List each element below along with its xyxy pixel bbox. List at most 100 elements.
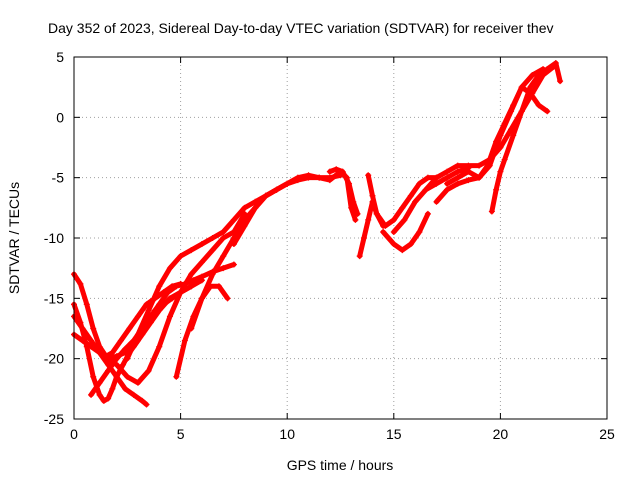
axis-ticks: 0 5 10 15 20 25 -25 -20 -15 -10 -5 0 5 bbox=[44, 49, 615, 442]
y-tick-label: 5 bbox=[56, 49, 64, 65]
data-point bbox=[488, 208, 495, 215]
data-point bbox=[454, 174, 461, 181]
data-point bbox=[316, 174, 323, 181]
data-point bbox=[156, 301, 163, 308]
data-point bbox=[365, 172, 372, 179]
series-line bbox=[380, 211, 431, 253]
y-tick-label: -10 bbox=[44, 230, 64, 246]
data-point bbox=[501, 120, 508, 127]
data-point bbox=[262, 192, 269, 199]
data-point bbox=[465, 162, 472, 169]
data-point bbox=[422, 186, 429, 193]
series-trace-11 bbox=[326, 166, 361, 217]
data-point bbox=[230, 261, 237, 268]
series-line bbox=[365, 172, 386, 229]
data-point bbox=[188, 247, 195, 254]
series-trace-18 bbox=[444, 84, 551, 187]
data-point bbox=[147, 313, 154, 320]
data-point bbox=[156, 283, 163, 290]
x-tick-label: 25 bbox=[599, 426, 615, 442]
data-point bbox=[399, 204, 406, 211]
data-point bbox=[380, 228, 387, 235]
data-point bbox=[83, 301, 90, 308]
data-point bbox=[501, 156, 508, 163]
data-point bbox=[109, 349, 116, 356]
data-point bbox=[416, 228, 423, 235]
series-line bbox=[71, 332, 149, 408]
y-tick-label: -20 bbox=[44, 351, 64, 367]
data-point bbox=[220, 235, 227, 241]
data-point bbox=[156, 343, 163, 350]
data-point bbox=[407, 241, 414, 248]
data-point bbox=[535, 72, 542, 79]
x-tick-label: 5 bbox=[177, 426, 185, 442]
data-point bbox=[215, 283, 222, 290]
data-point bbox=[126, 325, 133, 332]
data-point bbox=[333, 166, 340, 173]
data-point bbox=[134, 379, 141, 386]
data-point bbox=[166, 313, 173, 320]
data-point bbox=[476, 162, 483, 169]
data-point bbox=[326, 168, 333, 175]
data-point bbox=[113, 355, 120, 362]
data-point bbox=[96, 349, 103, 356]
data-point bbox=[444, 186, 451, 193]
series-line bbox=[103, 211, 248, 386]
data-point bbox=[90, 373, 97, 380]
data-point bbox=[527, 84, 534, 91]
chart-title: Day 352 of 2023, Sidereal Day-to-day VTE… bbox=[48, 20, 554, 36]
series-trace-7 bbox=[124, 180, 291, 362]
data-point bbox=[220, 265, 227, 272]
data-point bbox=[96, 391, 103, 398]
x-tick-label: 10 bbox=[279, 426, 295, 442]
data-point bbox=[220, 228, 227, 235]
data-point bbox=[350, 198, 357, 205]
data-point bbox=[177, 289, 184, 296]
data-point bbox=[454, 168, 461, 175]
data-point bbox=[198, 273, 205, 280]
data-point bbox=[407, 192, 414, 199]
data-point bbox=[360, 235, 367, 241]
data-point bbox=[100, 397, 107, 404]
data-point bbox=[120, 361, 127, 368]
data-point bbox=[529, 72, 536, 79]
data-point bbox=[177, 253, 184, 260]
series-line bbox=[124, 181, 290, 362]
data-point bbox=[339, 168, 346, 175]
data-point bbox=[224, 295, 231, 302]
data-point bbox=[166, 295, 173, 302]
data-point bbox=[173, 373, 180, 380]
data-point bbox=[354, 210, 361, 217]
data-point bbox=[124, 373, 131, 380]
grid bbox=[74, 57, 607, 419]
data-point bbox=[369, 192, 376, 199]
data-point bbox=[96, 379, 103, 386]
data-point bbox=[102, 355, 109, 362]
data-point bbox=[399, 247, 406, 254]
data-point bbox=[433, 198, 440, 205]
data-point bbox=[518, 84, 525, 91]
data-point bbox=[122, 346, 129, 353]
data-point bbox=[544, 66, 551, 73]
y-tick-label: 0 bbox=[56, 109, 64, 125]
data-point bbox=[552, 60, 559, 67]
data-point bbox=[220, 253, 227, 260]
data-point bbox=[305, 172, 312, 179]
data-point bbox=[143, 401, 150, 408]
series-line bbox=[357, 175, 439, 259]
x-tick-label: 20 bbox=[493, 426, 509, 442]
data-point bbox=[241, 204, 248, 211]
data-point bbox=[88, 343, 95, 350]
y-tick-label: -25 bbox=[44, 411, 64, 427]
data-point bbox=[401, 216, 408, 223]
data-point bbox=[380, 222, 387, 229]
data-point bbox=[510, 132, 517, 139]
data-point bbox=[493, 138, 500, 145]
data-point bbox=[390, 216, 397, 223]
data-point bbox=[346, 180, 353, 187]
data-point bbox=[198, 241, 205, 248]
data-point bbox=[412, 198, 419, 205]
data-point bbox=[444, 174, 451, 181]
data-point bbox=[105, 395, 112, 402]
